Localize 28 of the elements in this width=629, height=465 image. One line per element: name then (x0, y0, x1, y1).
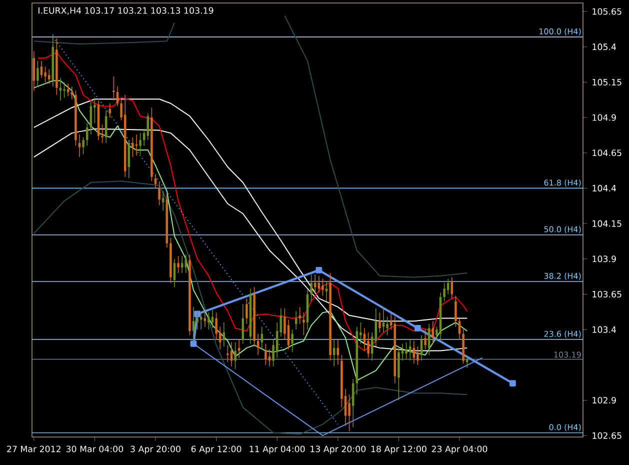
ref-line-label: 61.8 (H4) (544, 179, 581, 187)
y-tick-label: 104.9 (592, 114, 616, 121)
x-tick-label: 23 Apr 04:00 (432, 446, 488, 454)
x-tick-label: 13 Apr 20:00 (310, 446, 366, 454)
y-tick-label: 102.9 (592, 396, 616, 404)
x-tick-label: 6 Apr 12:00 (191, 446, 242, 454)
y-tick-label: 103.9 (592, 256, 616, 262)
x-tick-label: 11 Apr 04:00 (250, 446, 305, 454)
y-tick-label: 103.4 (592, 326, 616, 333)
x-tick-label: 3 Apr 20:00 (130, 446, 180, 454)
y-tick-label: 102.65 (592, 432, 622, 439)
x-tick-label: 27 Mar 2012 (7, 446, 60, 452)
chart-title: I.EURX,H4 103.17 103.21 103.13 103.19 (38, 7, 214, 15)
y-tick-label: 105.65 (592, 8, 622, 15)
ref-line-label: 100.0 (H4) (539, 28, 581, 36)
ref-line-label: 0.0 (H4) (549, 424, 581, 432)
y-tick-label: 104.65 (592, 150, 622, 156)
ref-line-label: 50.0 (H4) (544, 226, 581, 234)
y-tick-label: 104.15 (592, 220, 622, 227)
y-tick-label: 105.15 (592, 78, 622, 86)
x-tick-label: 18 Apr 12:00 (371, 446, 426, 454)
y-tick-label: 105.4 (592, 44, 616, 50)
ref-line-label: 38.2 (H4) (544, 272, 581, 280)
ref-line-label: 23.6 (H4) (544, 330, 581, 338)
y-tick-label: 103.65 (592, 290, 622, 298)
y-tick-label: 104.4 (592, 184, 616, 192)
x-tick-label: 30 Mar 04:00 (66, 446, 124, 452)
ref-line-label: 103.19 (554, 352, 581, 358)
